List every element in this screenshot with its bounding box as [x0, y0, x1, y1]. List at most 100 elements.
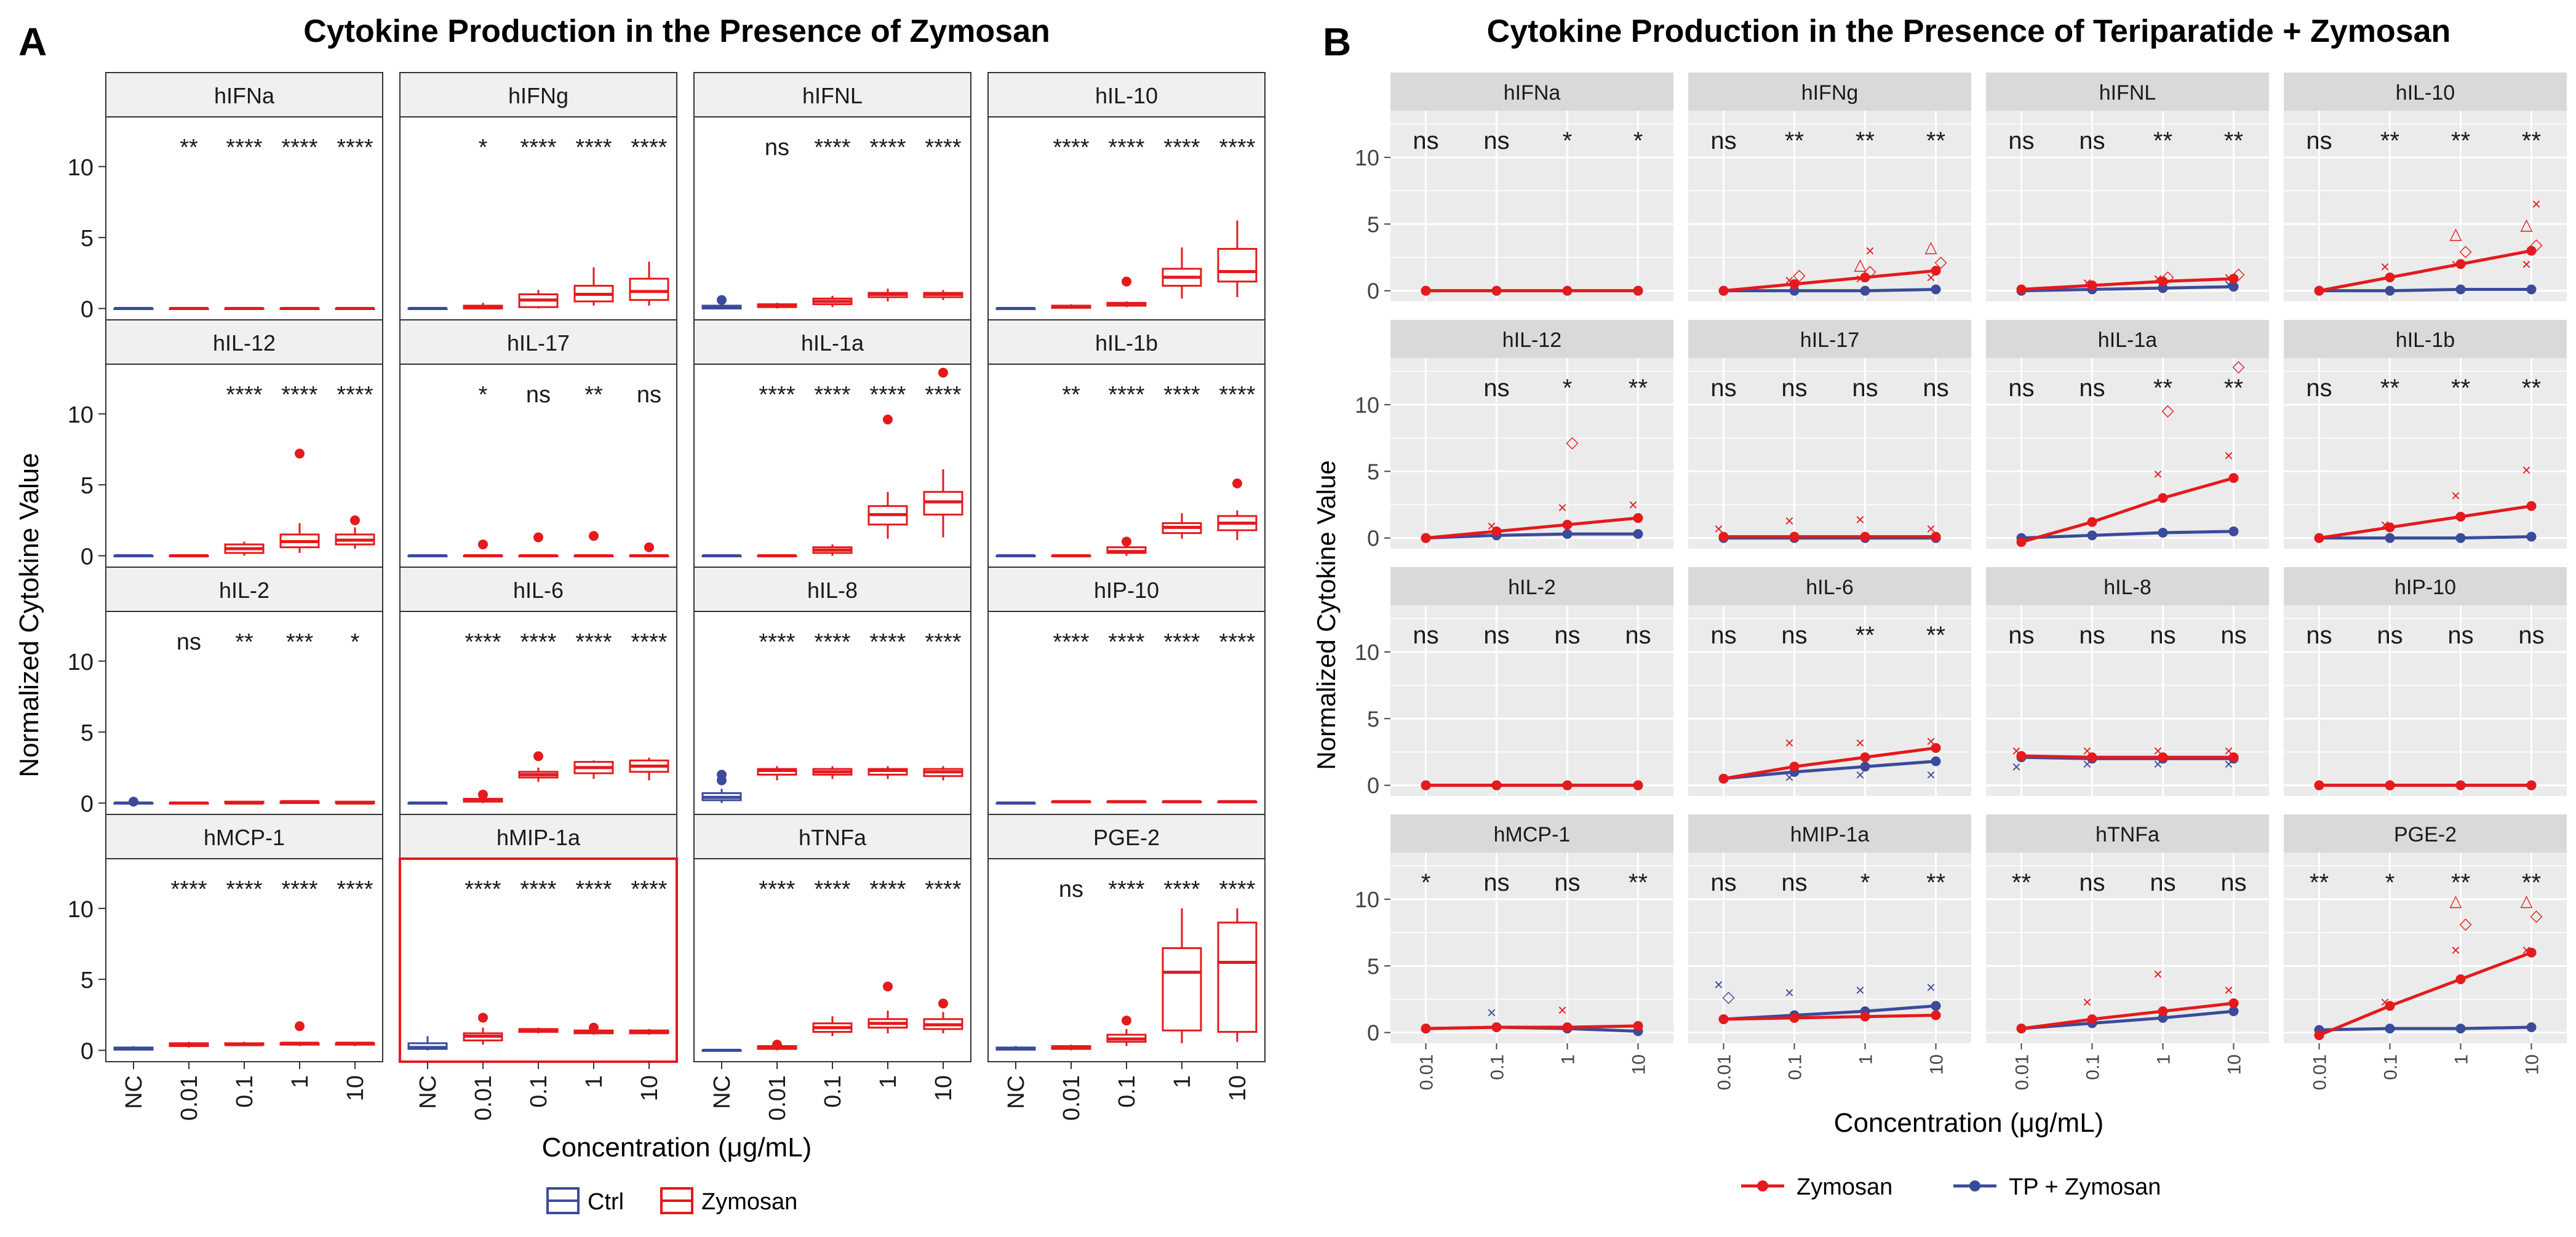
panel-b-xlabel: Concentration (μg/mL) — [1834, 1108, 2104, 1138]
significance-label: **** — [1163, 135, 1200, 161]
x-tick-label: 10 — [1927, 1054, 1947, 1075]
significance-label: ** — [2522, 375, 2541, 402]
significance-label: ns — [1781, 622, 1807, 649]
significance-label: ns — [2008, 375, 2034, 402]
significance-label: ** — [2012, 869, 2031, 896]
y-tick-label: 0 — [1367, 1020, 1379, 1046]
x-tick-label: NC — [1003, 1075, 1029, 1109]
facet-strip — [1390, 73, 1673, 111]
box-outlier — [644, 542, 654, 552]
zymosan-scatter-point: × — [2153, 465, 2163, 483]
y-tick-label: 10 — [1355, 640, 1379, 665]
tp-scatter-point: ◇ — [1723, 987, 1735, 1006]
significance-label: * — [1563, 127, 1573, 154]
tp-zymosan-line-point — [2455, 533, 2466, 543]
y-tick-label: 5 — [81, 226, 94, 252]
y-tick-label: 0 — [1367, 773, 1379, 798]
significance-label: **** — [814, 877, 850, 902]
significance-label: **** — [520, 877, 556, 902]
zymosan-line-point — [1633, 285, 1643, 296]
significance-label: * — [479, 135, 488, 161]
zymosan-line-point — [1633, 1020, 1643, 1031]
x-tick-label: 10 — [1225, 1075, 1251, 1101]
facet-title: hIL-17 — [1800, 328, 1859, 352]
box-body — [1217, 248, 1258, 283]
significance-label: **** — [465, 629, 501, 655]
box-outlier — [589, 531, 599, 541]
facet-title: hIL-1b — [1095, 330, 1158, 356]
significance-label: ** — [180, 135, 198, 161]
significance-label: ns — [1710, 375, 1736, 402]
box-outlier — [589, 1022, 599, 1033]
facet-strip — [1688, 320, 1971, 358]
facet-strip — [693, 319, 971, 365]
facet-strip — [2284, 814, 2567, 853]
facet-strip — [987, 567, 1266, 612]
zymosan-line-point — [1789, 762, 1800, 772]
zymosan-scatter-point: △ — [2521, 891, 2533, 910]
zymosan-line-point — [2158, 1006, 2168, 1016]
facet-strip — [2284, 73, 2567, 111]
y-tick-label: 10 — [1355, 887, 1379, 912]
significance-label: * — [1860, 869, 1870, 896]
x-tick-label: 10 — [637, 1075, 663, 1101]
x-tick-label: 1 — [1856, 1054, 1876, 1065]
significance-label: ** — [2380, 127, 2399, 154]
legend-b-tp-label: TP + Zymosan — [2009, 1174, 2161, 1200]
facet-a-hifng: hIFNg* **** **** **** — [399, 72, 677, 320]
facet-title: hIP-10 — [1094, 578, 1159, 603]
significance-label: ns — [1781, 869, 1807, 896]
significance-label: **** — [226, 382, 262, 408]
significance-label: * — [479, 382, 488, 408]
facet-title: hIL-8 — [2103, 576, 2151, 599]
significance-label: ns — [1710, 127, 1736, 154]
zymosan-line-point — [1421, 285, 1431, 296]
facet-title: hIL-17 — [507, 330, 570, 356]
significance-label: **** — [869, 877, 906, 902]
zymosan-line — [2021, 754, 2234, 759]
facet-title: hIL-12 — [1502, 328, 1561, 352]
significance-label: **** — [170, 877, 207, 902]
x-tick-label: 0.01 — [1059, 1075, 1085, 1121]
facet-a-hil-17: hIL-17 * ns ** ns — [399, 319, 677, 568]
significance-label: ns — [637, 382, 661, 408]
significance-label: **** — [226, 135, 262, 161]
tp-zymosan-line — [2021, 1009, 2234, 1030]
zymosan-line-point — [1633, 780, 1643, 790]
box-outlier — [1232, 478, 1242, 488]
zymosan-line-point — [2087, 517, 2097, 527]
x-tick-label: 1 — [2452, 1054, 2472, 1065]
zymosan-line-point — [1718, 1014, 1729, 1024]
zymosan-scatter-point: × — [1629, 495, 1638, 514]
x-tick-label: 10 — [2225, 1054, 2245, 1075]
facet-strip — [399, 567, 677, 612]
box-outlier — [717, 770, 727, 780]
significance-label: ns — [1413, 622, 1438, 649]
tp-zymosan-line-point — [1562, 529, 1573, 539]
zymosan-line-point — [1562, 285, 1573, 296]
panel-a-ylabel: Normalized Cytokine Value — [14, 453, 44, 777]
zymosan-line-point — [1789, 279, 1800, 289]
zymosan-line-point — [2455, 511, 2466, 522]
significance-label: **** — [814, 382, 850, 408]
facet-a-hmcp-1: hMCP-1 0 5 10 **** **** **** **** NC 0.01 0.1 1 10 — [68, 814, 383, 1121]
tp-zymosan-line-point — [2228, 282, 2239, 292]
significance-label: ns — [2150, 622, 2175, 649]
tp-zymosan-line-point — [1931, 1001, 1941, 1011]
legend-tp-point — [1969, 1180, 1980, 1191]
x-tick-label: 0.01 — [177, 1075, 202, 1121]
box-outlier — [883, 981, 893, 992]
zymosan-line-point — [1491, 526, 1502, 536]
significance-label: ns — [177, 629, 201, 655]
significance-label: ** — [2153, 127, 2172, 154]
zymosan-scatter-point: × — [2224, 446, 2233, 464]
tp-zymosan-line — [2021, 285, 2234, 293]
y-tick-label: 0 — [81, 792, 94, 817]
zymosan-scatter-point: × — [1558, 1001, 1567, 1019]
y-tick-label: 5 — [1367, 212, 1379, 237]
significance-label: ** — [2153, 375, 2172, 402]
